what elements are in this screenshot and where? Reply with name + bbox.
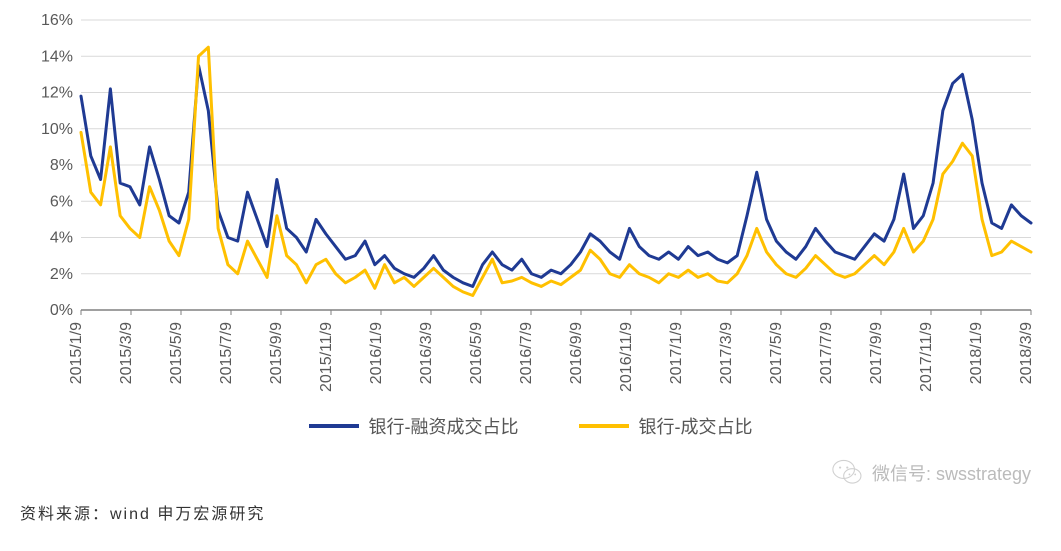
svg-text:6%: 6%: [49, 193, 72, 210]
svg-text:2017/7/9: 2017/7/9: [818, 322, 835, 384]
svg-text:2016/11/9: 2016/11/9: [618, 322, 635, 392]
line-chart: 0% 2% 4% 6% 8% 10% 12% 14% 16% 2015/1/9 2015/3/9 20…: [21, 10, 1041, 460]
chart-legend: 银行-融资成交占比 银行-成交占比: [21, 413, 1041, 439]
svg-text:12%: 12%: [40, 85, 72, 102]
svg-text:2015/11/9: 2015/11/9: [318, 322, 335, 392]
svg-text:2018/3/9: 2018/3/9: [1018, 322, 1035, 384]
svg-text:2015/9/9: 2015/9/9: [268, 322, 285, 384]
legend-swatch: [579, 424, 629, 428]
legend-label: 银行-融资成交占比: [369, 413, 519, 439]
svg-text:2%: 2%: [49, 266, 72, 283]
svg-text:2015/7/9: 2015/7/9: [218, 322, 235, 384]
wechat-watermark: 微信号: swsstrategy: [830, 455, 1031, 491]
watermark-text: 微信号: swsstrategy: [872, 460, 1031, 486]
legend-swatch: [309, 424, 359, 428]
svg-text:2017/9/9: 2017/9/9: [868, 322, 885, 384]
svg-text:14%: 14%: [40, 48, 72, 65]
svg-text:8%: 8%: [49, 157, 72, 174]
svg-text:2016/3/9: 2016/3/9: [418, 322, 435, 384]
svg-text:2017/3/9: 2017/3/9: [718, 322, 735, 384]
svg-text:16%: 16%: [40, 12, 72, 29]
legend-item: 银行-融资成交占比: [309, 413, 519, 439]
svg-text:2017/5/9: 2017/5/9: [768, 322, 785, 384]
svg-text:2015/5/9: 2015/5/9: [168, 322, 185, 384]
source-citation: 资料来源：wind 申万宏源研究: [20, 500, 1051, 524]
svg-text:2016/9/9: 2016/9/9: [568, 322, 585, 384]
legend-label: 银行-成交占比: [639, 413, 753, 439]
svg-text:2017/1/9: 2017/1/9: [668, 322, 685, 384]
svg-text:0%: 0%: [49, 302, 72, 319]
svg-text:10%: 10%: [40, 121, 72, 138]
svg-text:2016/5/9: 2016/5/9: [468, 322, 485, 384]
svg-text:2016/7/9: 2016/7/9: [518, 322, 535, 384]
svg-text:2018/1/9: 2018/1/9: [968, 322, 985, 384]
svg-text:2015/1/9: 2015/1/9: [68, 322, 85, 384]
svg-text:2015/3/9: 2015/3/9: [118, 322, 135, 384]
wechat-icon: [830, 455, 866, 491]
chart-svg: 0% 2% 4% 6% 8% 10% 12% 14% 16% 2015/1/9 2015/3/9 20…: [21, 10, 1041, 400]
svg-text:2017/11/9: 2017/11/9: [918, 322, 935, 392]
legend-item: 银行-成交占比: [579, 413, 753, 439]
svg-text:4%: 4%: [49, 230, 72, 247]
svg-text:2016/1/9: 2016/1/9: [368, 322, 385, 384]
